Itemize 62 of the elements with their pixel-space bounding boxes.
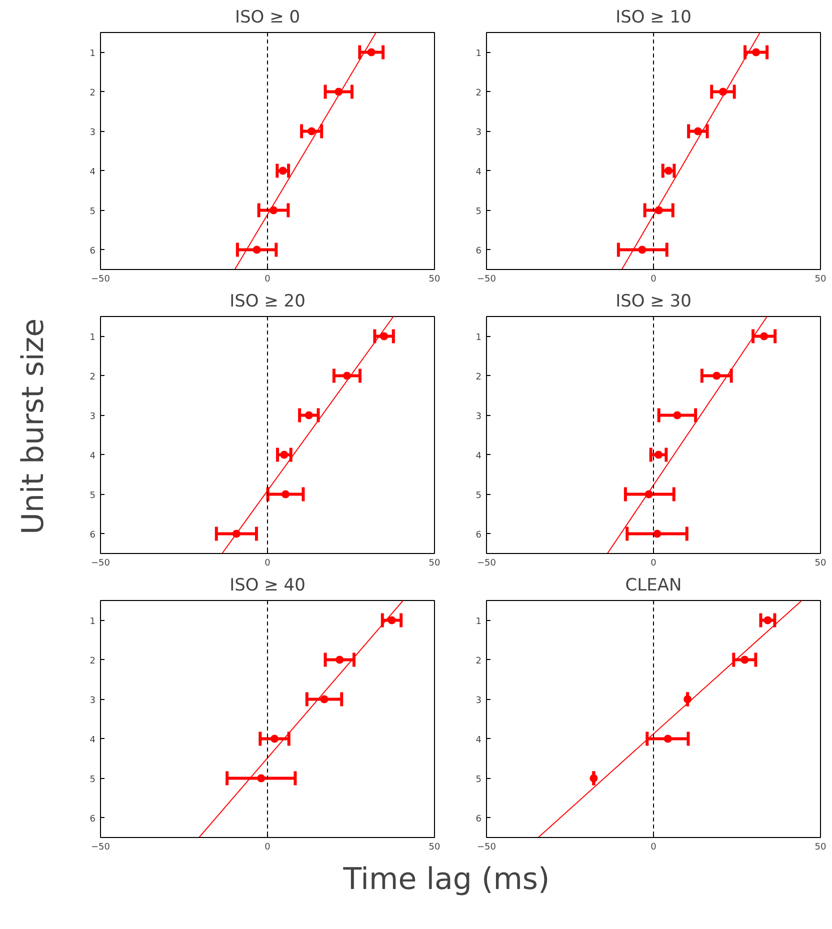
x-tick-label: 50 (814, 274, 826, 284)
y-tick-label: 4 (90, 735, 96, 746)
chart-title: CLEAN (625, 576, 682, 596)
x-tick-label: 0 (264, 842, 271, 852)
x-tick-label: −50 (91, 842, 110, 852)
y-tick-label: 6 (90, 246, 96, 256)
chart-title: ISO ≥ 20 (230, 292, 306, 312)
y-tick-label: 6 (476, 814, 482, 824)
y-tick-label: 6 (90, 530, 96, 540)
chart-title: ISO ≥ 0 (234, 8, 300, 28)
x-tick-label: 50 (428, 842, 440, 852)
y-tick-label: 3 (476, 128, 482, 138)
y-tick-label: 3 (90, 696, 96, 706)
y-tick-label: 2 (90, 88, 96, 98)
y-tick-label: 4 (90, 167, 96, 178)
y-tick-label: 5 (90, 206, 96, 217)
y-tick-label: 1 (90, 332, 96, 343)
y-tick-label: 5 (90, 490, 96, 501)
y-tick-label: 1 (90, 48, 96, 59)
y-tick-label: 5 (90, 774, 96, 785)
x-axis-title: Time lag (ms) (342, 862, 550, 897)
y-tick-label: 1 (476, 48, 482, 59)
y-tick-label: 5 (476, 490, 482, 501)
y-tick-label: 6 (90, 814, 96, 824)
y-tick-label: 2 (476, 88, 482, 98)
x-tick-label: 0 (264, 558, 271, 568)
y-tick-label: 1 (90, 616, 96, 627)
x-tick-label: −50 (91, 558, 110, 568)
y-tick-label: 2 (476, 656, 482, 666)
chart-title: ISO ≥ 10 (616, 8, 692, 28)
y-tick-label: 3 (476, 696, 482, 706)
x-tick-label: 0 (650, 842, 657, 852)
x-tick-label: 50 (814, 842, 826, 852)
x-tick-label: −50 (477, 842, 496, 852)
x-tick-label: 0 (264, 274, 271, 284)
x-tick-label: 50 (428, 558, 440, 568)
y-tick-label: 5 (476, 774, 482, 785)
x-tick-label: −50 (477, 558, 496, 568)
y-tick-label: 1 (476, 332, 482, 343)
y-tick-label: 6 (476, 530, 482, 540)
y-tick-label: 1 (476, 616, 482, 627)
y-tick-label: 5 (476, 206, 482, 217)
y-tick-label: 4 (476, 735, 482, 746)
y-tick-label: 3 (90, 412, 96, 422)
x-tick-label: 0 (650, 558, 657, 568)
y-tick-label: 4 (90, 451, 96, 462)
x-tick-label: 50 (428, 274, 440, 284)
y-tick-label: 2 (90, 372, 96, 382)
x-tick-label: −50 (477, 274, 496, 284)
x-tick-label: 0 (650, 274, 657, 284)
x-tick-label: −50 (91, 274, 110, 284)
y-tick-label: 2 (90, 656, 96, 666)
y-tick-label: 4 (476, 167, 482, 178)
y-axis-title: Unit burst size (16, 318, 51, 535)
y-tick-label: 3 (90, 128, 96, 138)
y-tick-label: 2 (476, 372, 482, 382)
x-tick-label: 50 (814, 558, 826, 568)
chart-title: ISO ≥ 40 (230, 576, 306, 596)
chart-title: ISO ≥ 30 (616, 292, 692, 312)
y-tick-label: 6 (476, 246, 482, 256)
y-tick-label: 4 (476, 451, 482, 462)
y-tick-label: 3 (476, 412, 482, 422)
